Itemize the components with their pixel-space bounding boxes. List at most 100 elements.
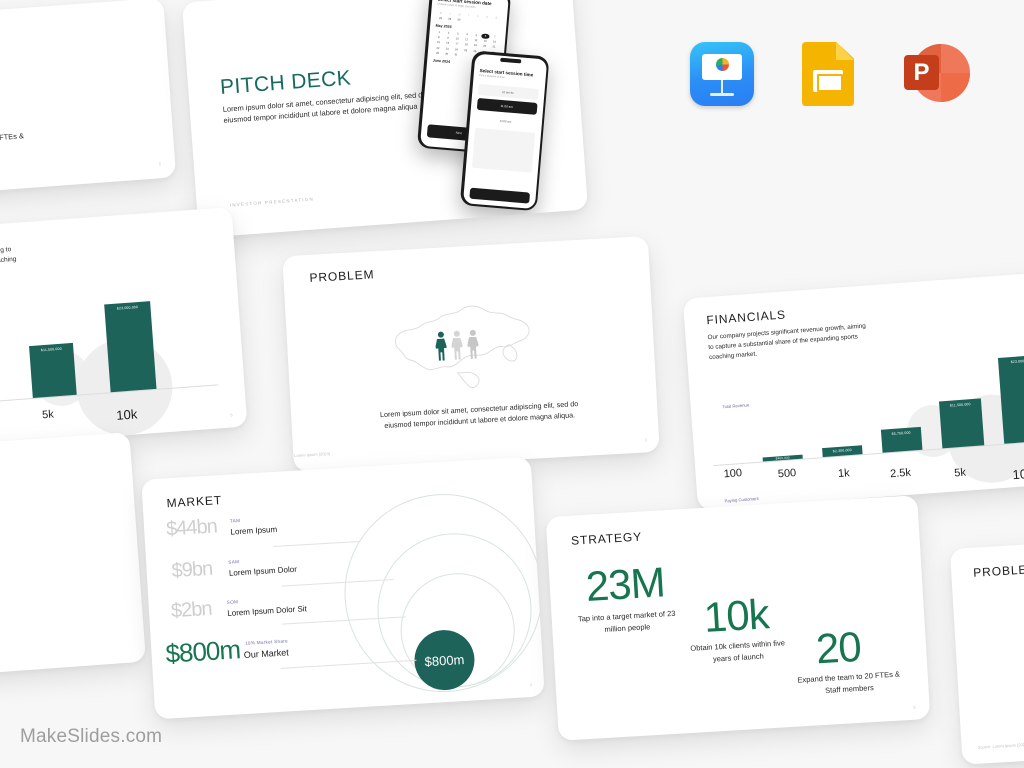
financials-left-body: Our company projects significant revenue… xyxy=(0,246,17,276)
pitch-deck-footer: INVESTOR PRESENTATION xyxy=(229,196,315,208)
page-number: 5 xyxy=(158,161,162,167)
slide-market-content: MARKET $44bn TAM Lorem Ipsum $9bn SAM Lo… xyxy=(141,457,545,720)
bar-label-10k-r: $23,000,000 xyxy=(1010,358,1024,365)
page-number-strategy: 5 xyxy=(913,704,916,710)
slide-market[interactable]: MARKET $44bn TAM Lorem Ipsum $9bn SAM Lo… xyxy=(141,456,545,720)
person-figure-highlighted xyxy=(435,331,448,361)
people-figures-group xyxy=(435,329,480,361)
slide-phones-bottomleft[interactable]: Select start session date Choose a date … xyxy=(0,432,147,682)
person-figure-muted-2 xyxy=(467,329,480,360)
market-value-som: $2bn xyxy=(170,597,213,623)
slide-financials-right[interactable]: FINANCIALS Our company projects signific… xyxy=(682,269,1024,511)
bar-5k: $11,500,000 xyxy=(29,342,77,398)
bar-label-2-5k-r: $5,750,000 xyxy=(891,430,911,436)
bar-label-5k-r: $11,500,000 xyxy=(949,402,971,408)
bar-10k: $23,000,000 xyxy=(104,301,157,393)
slide-strategy-topleft[interactable]: 10k Obtain 10k clients within five years… xyxy=(0,0,177,199)
slide-strategy[interactable]: STRATEGY 23M Tap into a target market of… xyxy=(545,495,931,741)
market-value-our: $800m xyxy=(164,634,241,669)
market-title: MARKET xyxy=(166,493,223,511)
market-label-sam: Lorem Ipsum Dolor xyxy=(228,564,298,578)
leader-line-tam xyxy=(273,540,360,548)
map-outline-icon xyxy=(395,305,530,388)
strategy-title: STRATEGY xyxy=(570,529,643,548)
slide-strategy-topleft-content: 10k Obtain 10k clients within five years… xyxy=(0,0,176,198)
xtick-100: 100 xyxy=(723,467,743,481)
keynote-stand-shape xyxy=(721,80,723,94)
time-option-selected[interactable]: 11:00 am xyxy=(476,97,538,115)
strategy-caption-10k: Obtain 10k clients within five years of … xyxy=(690,638,786,664)
time-confirm-button[interactable] xyxy=(468,187,530,204)
strategy-value-10k: 10k xyxy=(702,590,770,641)
xtick-2-5k-r: 2.5k xyxy=(889,466,912,481)
strategy-caption-20: Expand the team to 20 FTEs & Staff membe… xyxy=(797,669,901,695)
time-option-3[interactable]: 12:00 am xyxy=(475,112,536,129)
app-icons-row: P xyxy=(690,42,970,106)
slide-problem-content: PROBLEM L xyxy=(282,236,659,472)
bar-chart-right: Total Revenue Paying Customers $460,000 … xyxy=(706,344,1024,503)
problem-br-source: Source: Lorem Ipsum (2024) xyxy=(977,741,1024,750)
bar-chart-left: $2,300,000 $5,750,000 $11,500,000 $23,00… xyxy=(0,289,219,439)
keynote-pie-shape xyxy=(716,58,729,71)
slide-financials-left[interactable]: Our company projects significant revenue… xyxy=(0,206,248,458)
person-figure-muted-1 xyxy=(451,330,464,360)
xtick-500-r: 500 xyxy=(777,467,797,481)
slide-problem-bottomright[interactable]: PROBLEM Source: Lorem Ipsum (2024) xyxy=(949,531,1024,765)
problem-br-title: PROBLEM xyxy=(972,561,1024,580)
market-tag-tam: TAM xyxy=(229,517,241,524)
time-list-placeholder xyxy=(471,127,535,173)
xtick-5k: 5k xyxy=(41,408,55,422)
slide-strategy-content: STRATEGY 23M Tap into a target market of… xyxy=(546,495,931,741)
market-value-tam: $44bn xyxy=(165,515,218,541)
strategy-value-20: 20 xyxy=(814,622,863,673)
strategy-caption-23m: Tap into a target market of 23 million p… xyxy=(577,608,676,634)
slide-financials-left-content: Our company projects significant revenue… xyxy=(0,207,247,457)
market-label-som: Lorem Ipsum Dolor Sit xyxy=(227,604,308,618)
chart-xlabel: Paying Customers xyxy=(724,495,759,504)
xtick-10k: 10k xyxy=(115,406,138,423)
xtick-1k-r: 1k xyxy=(837,467,851,481)
page-number-market: 4 xyxy=(529,681,533,688)
page-number-problem: 3 xyxy=(644,437,648,443)
phone-time-screen: Select start session time Pick a duratio… xyxy=(462,53,547,209)
financials-body: Our company projects significant revenue… xyxy=(707,322,867,361)
bar-label-10k: $23,000,000 xyxy=(116,305,139,311)
problem-source: Source: Lorem Ipsum (2024) xyxy=(282,451,331,459)
slide-problem-center[interactable]: PROBLEM L xyxy=(282,235,660,473)
xtick-10k-r: 10k xyxy=(1011,465,1024,483)
market-label-our: Our Market xyxy=(243,647,290,660)
powerpoint-letter: P xyxy=(913,58,930,86)
keynote-base-shape xyxy=(710,93,734,96)
powerpoint-icon[interactable]: P xyxy=(902,42,970,106)
bar-2-5k-r: $5,750,000 xyxy=(880,426,923,453)
xtick-5k-r: 5k xyxy=(953,466,967,480)
problem-title: PROBLEM xyxy=(309,267,375,285)
slides-frame-outline xyxy=(817,74,843,92)
bar-5k-r: $11,500,000 xyxy=(938,398,985,449)
slide-pitch-deck-title[interactable]: PITCH DECK Lorem ipsum dolor sit amet, c… xyxy=(181,0,589,238)
financials-title: FINANCIALS xyxy=(705,307,787,328)
market-tag-sam: SAM xyxy=(228,559,240,565)
watermark-makeslides: MakeSlides.com xyxy=(20,726,163,747)
bar-label-5k: $11,500,000 xyxy=(40,346,62,353)
bar-label-1k-r: $2,300,000 xyxy=(832,447,852,454)
time-option-1[interactable]: 10 am-4s xyxy=(477,83,539,100)
keynote-icon[interactable] xyxy=(690,42,754,106)
phone-mockup-time[interactable]: Select start session time Pick a duratio… xyxy=(459,50,550,212)
slide-financials-right-content: FINANCIALS Our company projects signific… xyxy=(683,270,1024,511)
market-label-tam: Lorem Ipsum xyxy=(230,524,278,537)
problem-body: Lorem ipsum dolor sit amet, consectetur … xyxy=(379,399,579,431)
market-value-sam: $9bn xyxy=(171,557,213,583)
chart-ylabel: Total Revenue xyxy=(722,402,750,410)
slide-pitch-deck-content: PITCH DECK Lorem ipsum dolor sit amet, c… xyxy=(182,0,588,238)
slide-problem-br-content: PROBLEM Source: Lorem Ipsum (2024) xyxy=(950,531,1024,764)
strategy-value-23m: 23M xyxy=(584,558,666,610)
page-number-financials-left: 6 xyxy=(230,412,233,418)
market-tag-som: SOM xyxy=(226,599,239,605)
powerpoint-badge-shape: P xyxy=(904,55,939,90)
market-tag-our: 10% Market Share xyxy=(244,638,289,646)
slide-phones-content: Select start session date Choose a date … xyxy=(0,432,146,682)
strategy-stat-caption-2: Expand the team to 20 FTEs & Staff membe… xyxy=(0,131,25,147)
google-slides-icon[interactable] xyxy=(802,42,854,106)
